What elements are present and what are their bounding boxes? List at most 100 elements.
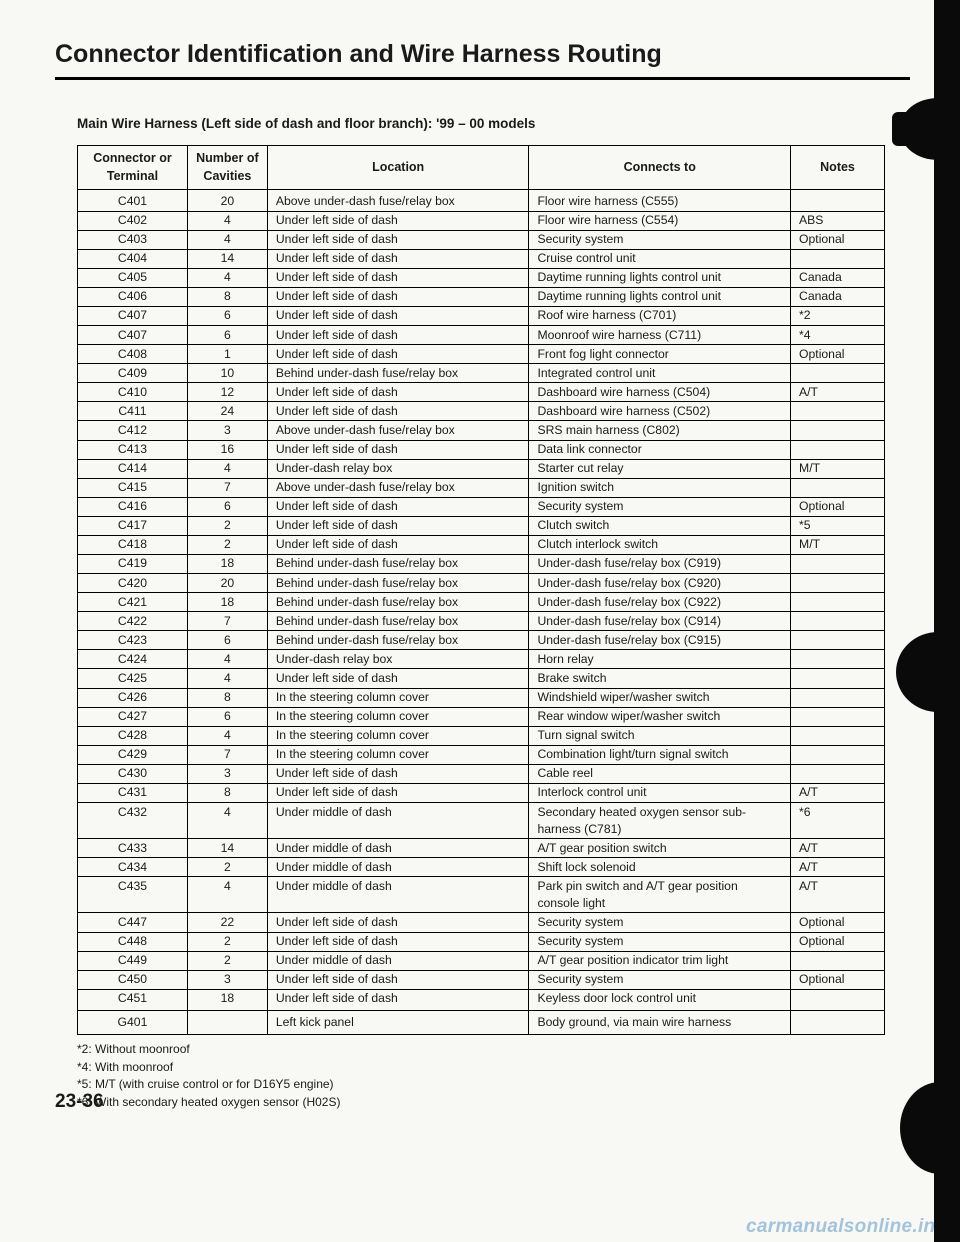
table-row: C4318Under left side of dashInterlock co… bbox=[78, 783, 885, 802]
table-row: G401Left kick panelBody ground, via main… bbox=[78, 1011, 885, 1035]
cell-to: Interlock control unit bbox=[529, 783, 791, 802]
cell-to: Ignition switch bbox=[529, 478, 791, 497]
cell-to: Data link connector bbox=[529, 440, 791, 459]
cell-note bbox=[791, 1011, 885, 1035]
cell-conn: C448 bbox=[78, 932, 188, 951]
cell-cav: 7 bbox=[187, 612, 267, 631]
cell-to: Under-dash fuse/relay box (C920) bbox=[529, 574, 791, 593]
table-row: C4172Under left side of dashClutch switc… bbox=[78, 516, 885, 535]
cell-loc: Under left side of dash bbox=[267, 669, 529, 688]
col-connects-to: Connects to bbox=[529, 146, 791, 190]
cell-to: Clutch switch bbox=[529, 516, 791, 535]
table-row: C4157Above under-dash fuse/relay boxIgni… bbox=[78, 478, 885, 497]
cell-cav: 18 bbox=[187, 554, 267, 573]
cell-loc: Behind under-dash fuse/relay box bbox=[267, 554, 529, 573]
cell-cav: 4 bbox=[187, 650, 267, 669]
table-row: C4492Under middle of dashA/T gear positi… bbox=[78, 951, 885, 970]
cell-note bbox=[791, 440, 885, 459]
cell-note: *6 bbox=[791, 803, 885, 839]
cell-loc: Under left side of dash bbox=[267, 326, 529, 345]
cell-cav: 2 bbox=[187, 858, 267, 877]
cell-cav: 20 bbox=[187, 190, 267, 212]
cell-note: A/T bbox=[791, 783, 885, 802]
table-row: C4297In the steering column coverCombina… bbox=[78, 745, 885, 764]
cell-loc: Under left side of dash bbox=[267, 211, 529, 230]
cell-to: Shift lock solenoid bbox=[529, 858, 791, 877]
cell-loc: Under middle of dash bbox=[267, 877, 529, 913]
cell-cav: 7 bbox=[187, 478, 267, 497]
cell-loc: In the steering column cover bbox=[267, 745, 529, 764]
cell-note: Optional bbox=[791, 230, 885, 249]
cell-conn: C402 bbox=[78, 211, 188, 230]
cell-to: Under-dash fuse/relay box (C915) bbox=[529, 631, 791, 650]
cell-to: Security system bbox=[529, 970, 791, 989]
cell-to: SRS main harness (C802) bbox=[529, 421, 791, 440]
cell-to: Clutch interlock switch bbox=[529, 535, 791, 554]
cell-note bbox=[791, 650, 885, 669]
cell-to: Dashboard wire harness (C504) bbox=[529, 383, 791, 402]
cell-cav: 4 bbox=[187, 211, 267, 230]
cell-conn: C423 bbox=[78, 631, 188, 650]
cell-to: Integrated control unit bbox=[529, 364, 791, 383]
cell-to: Floor wire harness (C554) bbox=[529, 211, 791, 230]
cell-loc: Under middle of dash bbox=[267, 839, 529, 858]
cell-loc: Under middle of dash bbox=[267, 951, 529, 970]
table-header-row: Connector or Terminal Number of Cavities… bbox=[78, 146, 885, 190]
cell-loc: Under left side of dash bbox=[267, 989, 529, 1011]
cell-cav: 6 bbox=[187, 497, 267, 516]
cell-cav: 6 bbox=[187, 707, 267, 726]
cell-conn: G401 bbox=[78, 1011, 188, 1035]
table-row: C4268In the steering column coverWindshi… bbox=[78, 688, 885, 707]
cell-note bbox=[791, 554, 885, 573]
cell-cav: 4 bbox=[187, 803, 267, 839]
table-row: C4254Under left side of dashBrake switch bbox=[78, 669, 885, 688]
table-row: C4236Behind under-dash fuse/relay boxUnd… bbox=[78, 631, 885, 650]
cell-loc: Under left side of dash bbox=[267, 516, 529, 535]
cell-loc: Above under-dash fuse/relay box bbox=[267, 421, 529, 440]
cell-loc: Under left side of dash bbox=[267, 970, 529, 989]
table-row: C41316Under left side of dashData link c… bbox=[78, 440, 885, 459]
cell-note bbox=[791, 574, 885, 593]
cell-to: Keyless door lock control unit bbox=[529, 989, 791, 1011]
cell-loc: Under left side of dash bbox=[267, 497, 529, 516]
cell-to: Park pin switch and A/T gear position co… bbox=[529, 877, 791, 913]
cell-note bbox=[791, 190, 885, 212]
cell-loc: Above under-dash fuse/relay box bbox=[267, 478, 529, 497]
cell-to: Security system bbox=[529, 497, 791, 516]
cell-loc: Under left side of dash bbox=[267, 383, 529, 402]
cell-loc: In the steering column cover bbox=[267, 707, 529, 726]
footnote: *4: With moonroof bbox=[77, 1059, 910, 1076]
table-row: C4354Under middle of dashPark pin switch… bbox=[78, 877, 885, 913]
cell-to: Turn signal switch bbox=[529, 726, 791, 745]
cell-to: Security system bbox=[529, 230, 791, 249]
table-row: C4244Under-dash relay boxHorn relay bbox=[78, 650, 885, 669]
cell-cav: 8 bbox=[187, 688, 267, 707]
table-row: C4482Under left side of dashSecurity sys… bbox=[78, 932, 885, 951]
cell-conn: C434 bbox=[78, 858, 188, 877]
cell-conn: C431 bbox=[78, 783, 188, 802]
cell-conn: C435 bbox=[78, 877, 188, 913]
cell-cav: 4 bbox=[187, 230, 267, 249]
table-row: C4342Under middle of dashShift lock sole… bbox=[78, 858, 885, 877]
cell-loc: Under left side of dash bbox=[267, 764, 529, 783]
cell-conn: C421 bbox=[78, 593, 188, 612]
col-connector: Connector or Terminal bbox=[78, 146, 188, 190]
cell-to: Dashboard wire harness (C502) bbox=[529, 402, 791, 421]
cell-note: M/T bbox=[791, 535, 885, 554]
cell-conn: C414 bbox=[78, 459, 188, 478]
cell-loc: Under left side of dash bbox=[267, 287, 529, 306]
cell-cav: 6 bbox=[187, 306, 267, 325]
cell-note bbox=[791, 951, 885, 970]
cell-cav: 18 bbox=[187, 989, 267, 1011]
cell-conn: C409 bbox=[78, 364, 188, 383]
table-row: C42020Behind under-dash fuse/relay boxUn… bbox=[78, 574, 885, 593]
cell-to: Daytime running lights control unit bbox=[529, 287, 791, 306]
cell-conn: C427 bbox=[78, 707, 188, 726]
table-row: C43314Under middle of dashA/T gear posit… bbox=[78, 839, 885, 858]
cell-conn: C449 bbox=[78, 951, 188, 970]
cell-conn: C424 bbox=[78, 650, 188, 669]
cell-loc: Under middle of dash bbox=[267, 803, 529, 839]
cell-to: Moonroof wire harness (C711) bbox=[529, 326, 791, 345]
table-row: C44722Under left side of dashSecurity sy… bbox=[78, 913, 885, 932]
cell-to: Cable reel bbox=[529, 764, 791, 783]
